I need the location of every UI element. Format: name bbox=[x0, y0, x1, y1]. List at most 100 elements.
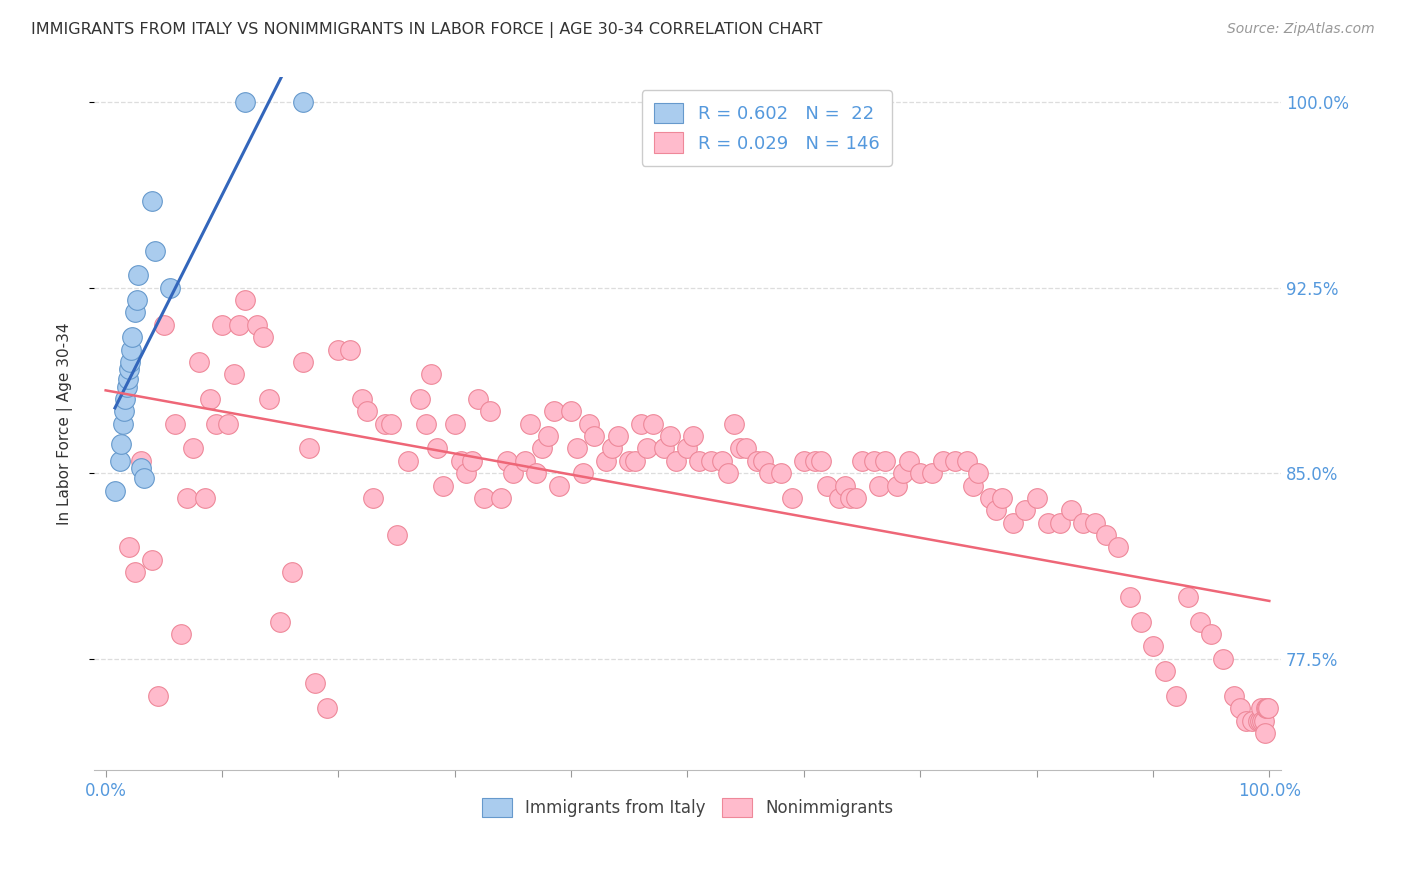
Point bbox=[472, 491, 495, 505]
Point bbox=[600, 442, 623, 456]
Point bbox=[810, 454, 832, 468]
Point bbox=[886, 478, 908, 492]
Point bbox=[711, 454, 734, 468]
Point bbox=[688, 454, 710, 468]
Point bbox=[583, 429, 606, 443]
Point bbox=[839, 491, 862, 505]
Point bbox=[121, 330, 143, 344]
Point bbox=[845, 491, 868, 505]
Point bbox=[120, 355, 142, 369]
Point bbox=[443, 417, 465, 431]
Point bbox=[104, 483, 127, 498]
Point bbox=[869, 478, 891, 492]
Point bbox=[560, 404, 582, 418]
Point bbox=[328, 343, 350, 357]
Point bbox=[1229, 701, 1251, 715]
Point bbox=[396, 454, 419, 468]
Point bbox=[115, 379, 138, 393]
Point bbox=[1251, 714, 1274, 728]
Point bbox=[595, 454, 617, 468]
Point bbox=[1240, 714, 1263, 728]
Point bbox=[339, 343, 361, 357]
Point bbox=[461, 454, 484, 468]
Point bbox=[112, 404, 135, 418]
Point bbox=[804, 454, 827, 468]
Point bbox=[636, 442, 658, 456]
Point bbox=[513, 454, 536, 468]
Point bbox=[1118, 590, 1140, 604]
Point bbox=[1014, 503, 1036, 517]
Point bbox=[1249, 714, 1271, 728]
Point bbox=[921, 466, 943, 480]
Point bbox=[380, 417, 402, 431]
Point bbox=[565, 442, 588, 456]
Point bbox=[537, 429, 560, 443]
Text: Source: ZipAtlas.com: Source: ZipAtlas.com bbox=[1227, 22, 1375, 37]
Point bbox=[834, 478, 856, 492]
Point bbox=[1166, 689, 1188, 703]
Point bbox=[420, 368, 443, 382]
Point bbox=[356, 404, 378, 418]
Point bbox=[350, 392, 373, 406]
Point bbox=[758, 466, 780, 480]
Point bbox=[943, 454, 966, 468]
Point bbox=[531, 442, 554, 456]
Point bbox=[298, 442, 321, 456]
Point bbox=[304, 676, 326, 690]
Point bbox=[129, 454, 152, 468]
Point bbox=[187, 355, 209, 369]
Point bbox=[652, 442, 675, 456]
Point bbox=[222, 368, 245, 382]
Point bbox=[124, 565, 146, 579]
Point bbox=[117, 372, 139, 386]
Point bbox=[170, 627, 193, 641]
Point bbox=[1253, 714, 1275, 728]
Point bbox=[1254, 701, 1277, 715]
Point bbox=[1153, 664, 1175, 678]
Point bbox=[146, 689, 169, 703]
Point bbox=[211, 318, 233, 332]
Point bbox=[181, 442, 204, 456]
Point bbox=[120, 343, 142, 357]
Point bbox=[426, 442, 449, 456]
Point bbox=[1130, 615, 1153, 629]
Point bbox=[478, 404, 501, 418]
Point bbox=[571, 466, 593, 480]
Point bbox=[200, 392, 222, 406]
Point bbox=[619, 454, 641, 468]
Point bbox=[165, 417, 187, 431]
Point bbox=[129, 461, 152, 475]
Point bbox=[543, 404, 565, 418]
Point bbox=[1049, 516, 1071, 530]
Point bbox=[108, 454, 131, 468]
Point bbox=[828, 491, 851, 505]
Point bbox=[217, 417, 239, 431]
Point bbox=[141, 553, 163, 567]
Point bbox=[990, 491, 1012, 505]
Text: IMMIGRANTS FROM ITALY VS NONIMMIGRANTS IN LABOR FORCE | AGE 30-34 CORRELATION CH: IMMIGRANTS FROM ITALY VS NONIMMIGRANTS I… bbox=[31, 22, 823, 38]
Point bbox=[228, 318, 250, 332]
Point bbox=[233, 293, 256, 307]
Point bbox=[374, 417, 396, 431]
Point bbox=[676, 442, 699, 456]
Point bbox=[524, 466, 547, 480]
Point bbox=[143, 244, 166, 258]
Point bbox=[984, 503, 1007, 517]
Point bbox=[159, 281, 181, 295]
Point bbox=[1060, 503, 1083, 517]
Point bbox=[793, 454, 815, 468]
Y-axis label: In Labor Force | Age 30-34: In Labor Force | Age 30-34 bbox=[58, 323, 73, 525]
Point bbox=[127, 268, 149, 283]
Point bbox=[723, 417, 745, 431]
Point bbox=[153, 318, 176, 332]
Point bbox=[467, 392, 489, 406]
Point bbox=[875, 454, 897, 468]
Point bbox=[1177, 590, 1199, 604]
Point bbox=[606, 429, 628, 443]
Point bbox=[450, 454, 472, 468]
Point bbox=[519, 417, 541, 431]
Point bbox=[110, 436, 132, 450]
Point bbox=[747, 454, 769, 468]
Legend: Immigrants from Italy, Nonimmigrants: Immigrants from Italy, Nonimmigrants bbox=[475, 791, 900, 824]
Point bbox=[409, 392, 432, 406]
